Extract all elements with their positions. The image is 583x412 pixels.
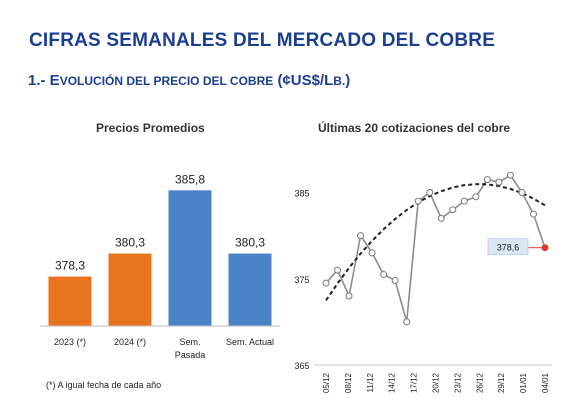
x-tick-label: 14/12 bbox=[388, 372, 397, 393]
bar-3 bbox=[228, 253, 272, 326]
x-tick-label: 26/12 bbox=[475, 372, 484, 393]
price-point bbox=[506, 171, 514, 179]
bar-category-label: Pasada bbox=[175, 350, 206, 360]
y-tick-label: 385 bbox=[294, 189, 309, 199]
x-tick-label: 11/12 bbox=[366, 372, 375, 392]
price-point bbox=[345, 292, 353, 300]
x-tick-label: 23/12 bbox=[453, 372, 462, 393]
bar-value-label: 380,3 bbox=[235, 236, 265, 250]
bar-value-label: 378,3 bbox=[55, 259, 85, 273]
bar-chart-title: Precios Promedios bbox=[96, 121, 205, 135]
x-tick-label: 05/12 bbox=[322, 372, 331, 393]
bar-1 bbox=[108, 253, 152, 326]
x-tick-label: 08/12 bbox=[344, 372, 353, 393]
price-point bbox=[368, 249, 376, 257]
price-point bbox=[460, 197, 468, 205]
x-tick-label: 17/12 bbox=[410, 372, 419, 393]
price-point bbox=[518, 189, 526, 196]
section-subtitle: 1.- EVOLUCIÓN DEL PRECIO DEL COBRE (¢US$… bbox=[28, 72, 350, 89]
last-value-label: 378,6 bbox=[497, 243, 520, 253]
price-point bbox=[380, 270, 388, 278]
price-point bbox=[357, 232, 365, 240]
bar-value-label: 385,8 bbox=[175, 172, 205, 186]
x-tick-label: 29/12 bbox=[497, 372, 506, 393]
price-point bbox=[449, 206, 457, 214]
bar-category-label: 2024 (*) bbox=[114, 337, 146, 347]
y-tick-label: 375 bbox=[294, 275, 309, 285]
bar-0 bbox=[48, 276, 92, 326]
price-point bbox=[541, 244, 549, 252]
bar-category-label: Sem. bbox=[179, 337, 200, 347]
price-point bbox=[437, 214, 445, 222]
bar-value-label: 380,3 bbox=[115, 236, 145, 250]
y-tick-label: 365 bbox=[294, 361, 309, 371]
subtitle-unit-small: B. bbox=[333, 74, 346, 88]
price-point bbox=[483, 176, 491, 184]
subtitle-unit: (¢US$/L bbox=[273, 72, 334, 89]
bar-category-label: 2023 (*) bbox=[54, 337, 86, 347]
subtitle-prefix: 1.- E bbox=[28, 72, 60, 89]
x-tick-label: 20/12 bbox=[432, 372, 441, 393]
line-chart-title: Últimas 20 cotizaciones del cobre bbox=[318, 121, 511, 135]
footnote: (*) A igual fecha de cada año bbox=[46, 380, 162, 390]
subtitle-end: ) bbox=[345, 72, 351, 89]
price-point bbox=[529, 210, 537, 218]
x-tick-label: 01/01 bbox=[519, 372, 528, 393]
last-value-box bbox=[487, 238, 529, 256]
bar-category-label: Sem. Actual bbox=[226, 337, 274, 347]
price-point bbox=[472, 193, 480, 201]
subtitle-small-caps: VOLUCIÓN DEL PRECIO DEL COBRE bbox=[59, 74, 274, 88]
price-point bbox=[495, 178, 503, 186]
report-title: CIFRAS SEMANALES DEL MERCADO DEL COBRE bbox=[29, 30, 496, 51]
bar-2 bbox=[168, 190, 212, 326]
trend-line bbox=[325, 183, 546, 301]
price-point bbox=[414, 197, 422, 205]
price-point bbox=[403, 318, 411, 326]
price-point bbox=[391, 276, 399, 284]
price-point bbox=[334, 266, 342, 274]
price-point bbox=[322, 279, 330, 287]
price-point bbox=[426, 189, 434, 196]
x-tick-label: 04/01 bbox=[541, 372, 550, 393]
